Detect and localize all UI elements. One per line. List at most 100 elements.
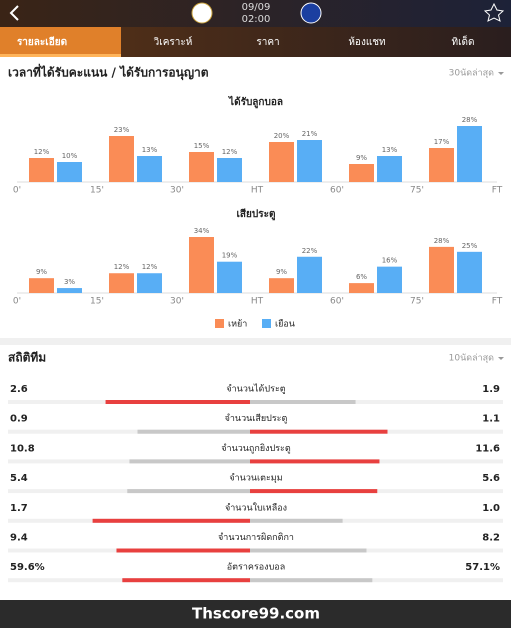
legend-label: เหย้า bbox=[228, 319, 247, 330]
bar bbox=[137, 156, 162, 182]
x-tick-label: 75' bbox=[410, 297, 424, 307]
bar bbox=[57, 288, 82, 293]
away-stat: 5.6 bbox=[482, 473, 500, 484]
away-stat: 57.1% bbox=[465, 562, 500, 573]
footer-bar bbox=[0, 600, 511, 628]
bar bbox=[269, 278, 294, 293]
home-stat-bar bbox=[129, 459, 250, 464]
home-logo bbox=[191, 2, 213, 24]
back-button[interactable] bbox=[9, 5, 19, 21]
section-title: เวลาที่ได้รับคะแนน / ได้รับการอนุญาต bbox=[8, 64, 209, 81]
value-label: 13% bbox=[142, 146, 158, 154]
bar bbox=[29, 158, 54, 182]
dropdown-icon bbox=[498, 72, 504, 75]
stat-label: อัตราครองบอล bbox=[227, 563, 285, 573]
value-label: 21% bbox=[302, 130, 318, 138]
home-stat: 5.4 bbox=[10, 473, 28, 484]
away-stat: 1.0 bbox=[482, 503, 500, 514]
active-tab-underline bbox=[0, 54, 121, 57]
value-label: 19% bbox=[222, 252, 238, 260]
x-tick-label: HT bbox=[251, 186, 264, 196]
value-label: 6% bbox=[356, 273, 367, 281]
x-tick-label: 15' bbox=[90, 186, 104, 196]
away-stat-bar bbox=[250, 518, 343, 523]
home-stat-bar bbox=[137, 429, 250, 434]
favorite-star[interactable] bbox=[483, 2, 505, 22]
x-tick-label: FT bbox=[492, 297, 503, 307]
value-label: 10% bbox=[62, 152, 78, 160]
dropdown-icon bbox=[498, 357, 504, 360]
value-label: 12% bbox=[142, 263, 158, 271]
legend-swatch bbox=[262, 319, 271, 328]
value-label: 28% bbox=[462, 116, 478, 124]
x-tick-label: 60' bbox=[330, 297, 344, 307]
home-stat-bar bbox=[105, 400, 250, 404]
x-tick-label: 75' bbox=[410, 186, 424, 196]
chart-title: เสียประตู bbox=[237, 208, 276, 221]
tab[interactable]: รายละเอียด bbox=[17, 36, 67, 48]
away-stat: 1.1 bbox=[482, 414, 500, 425]
bar bbox=[297, 256, 322, 293]
tab[interactable]: ราคา bbox=[256, 37, 279, 48]
bar bbox=[429, 148, 454, 182]
value-label: 17% bbox=[434, 138, 450, 146]
chart-title: ได้รับลูกบอล bbox=[228, 95, 283, 109]
value-label: 25% bbox=[462, 242, 478, 250]
value-label: 22% bbox=[302, 247, 318, 255]
bar bbox=[457, 126, 482, 182]
bar bbox=[457, 251, 482, 293]
tab[interactable]: ทิเด็ด bbox=[452, 34, 475, 48]
bar bbox=[57, 162, 82, 182]
home-stat: 0.9 bbox=[10, 414, 28, 425]
stat-label: จำนวนเสียประตู bbox=[225, 413, 288, 424]
away-stat: 11.6 bbox=[475, 443, 500, 454]
value-label: 23% bbox=[114, 126, 130, 134]
away-stat-bar bbox=[250, 489, 378, 494]
away-stat: 8.2 bbox=[482, 533, 500, 544]
home-stat-bar bbox=[127, 489, 250, 494]
value-label: 28% bbox=[434, 237, 450, 245]
value-label: 20% bbox=[274, 132, 290, 140]
x-tick-label: 30' bbox=[170, 297, 184, 307]
bar bbox=[29, 278, 54, 293]
bar bbox=[217, 158, 242, 182]
value-label: 34% bbox=[194, 227, 210, 235]
value-label: 12% bbox=[222, 148, 238, 156]
x-tick-label: 0' bbox=[13, 186, 21, 196]
tab[interactable]: วิเคราะห์ bbox=[153, 36, 192, 48]
legend-swatch bbox=[215, 319, 224, 328]
active-tab-bg bbox=[0, 27, 121, 57]
value-label: 9% bbox=[356, 154, 367, 162]
away-stat-bar bbox=[250, 548, 367, 553]
bar bbox=[349, 283, 374, 293]
value-label: 12% bbox=[34, 148, 50, 156]
tab[interactable]: ห้องแชท bbox=[348, 36, 385, 48]
home-stat: 2.6 bbox=[10, 384, 28, 395]
bar bbox=[429, 246, 454, 293]
top-bar bbox=[0, 0, 511, 27]
x-tick-label: 30' bbox=[170, 186, 184, 196]
bar bbox=[189, 152, 214, 182]
legend-label: เยือน bbox=[275, 319, 295, 330]
value-label: 13% bbox=[382, 146, 398, 154]
value-label: 12% bbox=[114, 263, 130, 271]
filter[interactable]: 10นัดล่าสุด bbox=[449, 354, 495, 364]
away-logo bbox=[300, 2, 322, 24]
bar bbox=[217, 261, 242, 293]
footer-text: Thscore99.com bbox=[192, 605, 320, 623]
away-stat-bar bbox=[250, 429, 388, 434]
x-tick-label: 0' bbox=[13, 297, 21, 307]
home-stat: 9.4 bbox=[10, 533, 28, 544]
match-time: 02:00 bbox=[242, 14, 271, 25]
stat-label: จำนวนถูกยิงประตู bbox=[221, 443, 291, 454]
section-title: สถิติทีม bbox=[8, 351, 46, 365]
away-stat-bar bbox=[250, 459, 380, 464]
home-stat-bar bbox=[116, 548, 251, 553]
bar bbox=[269, 142, 294, 182]
filter[interactable]: 30นัดล่าสุด bbox=[449, 69, 495, 79]
x-tick-label: 60' bbox=[330, 186, 344, 196]
bar bbox=[109, 273, 134, 293]
bar bbox=[377, 266, 402, 293]
home-stat-bar bbox=[92, 518, 250, 523]
bar bbox=[349, 164, 374, 182]
